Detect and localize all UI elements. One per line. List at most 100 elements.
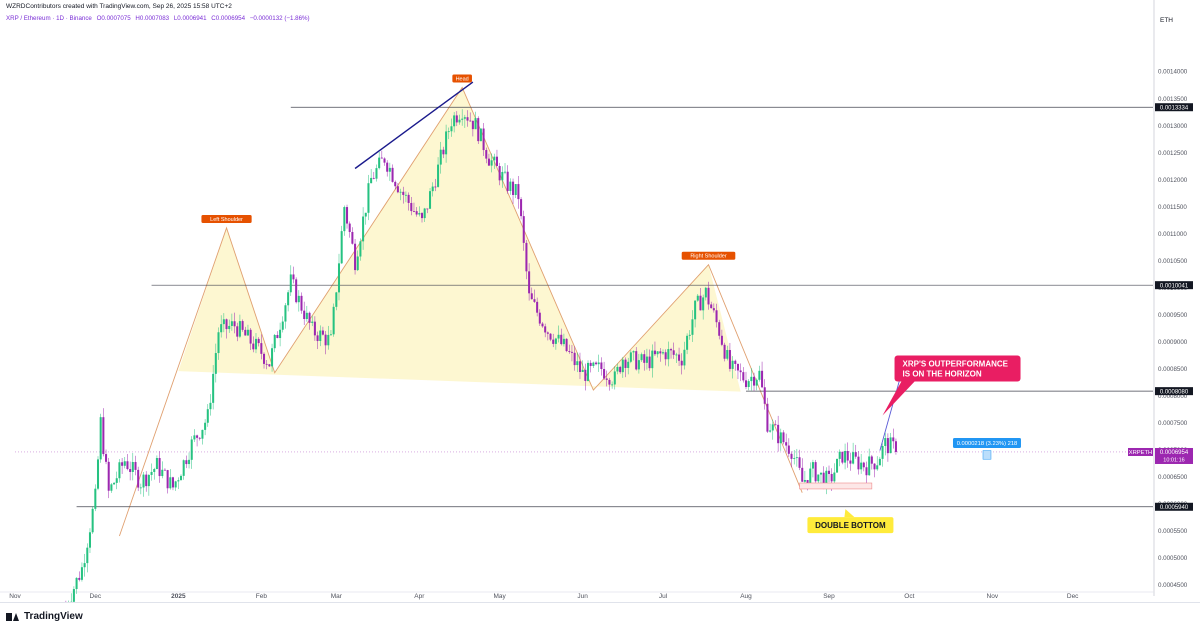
candle-body (191, 439, 193, 459)
candle-body (242, 321, 244, 330)
candle-body (670, 349, 672, 350)
bar-countdown-label: 10:01:16 (1163, 457, 1184, 463)
candle-body (598, 363, 600, 365)
candle-body (386, 163, 388, 172)
time-tick-label: Dec (1067, 593, 1079, 600)
candle (70, 593, 72, 602)
candle-body (742, 372, 744, 380)
candle-body (887, 438, 889, 453)
candle-body (196, 435, 198, 437)
candle-body (555, 339, 557, 344)
candle-body (515, 184, 517, 195)
candle-body (865, 467, 867, 475)
candle-body (579, 361, 581, 372)
candle-body (560, 335, 562, 344)
candle (785, 434, 787, 452)
candle-body (817, 475, 819, 482)
candle-body (392, 168, 394, 182)
candle-body (405, 195, 407, 196)
candle-body (183, 460, 185, 476)
time-tick-label: Sep (823, 593, 835, 600)
candle (857, 451, 859, 475)
candle-body (499, 166, 501, 180)
candle-body (533, 299, 535, 302)
candle-body (485, 150, 487, 159)
candle (121, 458, 123, 474)
candle-body (675, 355, 677, 356)
candle (282, 316, 284, 332)
candle-body (110, 484, 112, 490)
candle-body (563, 339, 565, 344)
candle-body (349, 224, 351, 232)
candle-body (97, 459, 99, 488)
candle-body (402, 192, 404, 195)
candle-body (592, 363, 594, 366)
candle-body (239, 321, 241, 337)
candle-body (351, 232, 353, 244)
candle (167, 470, 169, 494)
candle (820, 472, 822, 483)
candle-body (780, 432, 782, 443)
candle-body (614, 371, 616, 384)
candle (351, 227, 353, 244)
double-bottom-pointer (844, 509, 854, 517)
candle-body (276, 335, 278, 338)
candle (124, 457, 126, 468)
tradingview-logo-icon (6, 613, 20, 621)
candle-body (375, 168, 377, 179)
candle (367, 175, 369, 220)
candle-body (383, 158, 385, 162)
candle-body (550, 334, 552, 340)
candle-body (432, 187, 434, 192)
candle-body (306, 313, 308, 319)
candle (84, 554, 86, 577)
candle (507, 165, 509, 194)
candle-body (440, 150, 442, 165)
candle-body (772, 424, 774, 430)
candle-body (740, 370, 742, 372)
tradingview-logo[interactable]: TradingView (6, 611, 83, 622)
price-tick-label: 0.0009000 (1158, 339, 1188, 346)
candle (566, 338, 568, 352)
candle-body (167, 470, 169, 488)
candle-body (346, 207, 348, 224)
candle-body (766, 404, 768, 432)
candle (737, 363, 739, 379)
candle-body (796, 457, 798, 458)
candle (172, 477, 174, 490)
candle-body (748, 381, 750, 387)
measure-range (983, 451, 991, 460)
candle-body (381, 158, 383, 159)
candle-body (544, 326, 546, 332)
candle-body (159, 458, 161, 476)
candle (793, 450, 795, 464)
candle-body (126, 461, 128, 469)
candle (740, 363, 742, 381)
candle (879, 457, 881, 465)
price-tick-label: 0.0007500 (1158, 420, 1188, 427)
double-bottom-text: DOUBLE BOTTOM (815, 521, 886, 530)
time-tick-label: 2025 (171, 593, 186, 600)
candle-body (517, 184, 519, 199)
candle-body (437, 165, 439, 187)
price-chart[interactable]: 0.00045000.00050000.00055000.00060000.00… (0, 0, 1200, 602)
candle-body (504, 172, 506, 173)
candle-body (129, 469, 131, 472)
candle-body (852, 452, 854, 463)
candle-body (450, 126, 452, 131)
candle-body (574, 353, 576, 365)
candle-body (472, 121, 474, 129)
candle-body (335, 292, 337, 306)
candle (882, 443, 884, 466)
candle-body (769, 430, 771, 431)
candle-body (143, 475, 145, 488)
candle-body (442, 150, 444, 155)
candle-body (874, 464, 876, 470)
candle (145, 471, 147, 492)
candle (343, 206, 345, 236)
candle-body (815, 462, 817, 481)
candle-body (791, 454, 793, 459)
candle-body (847, 451, 849, 461)
candle-body (619, 367, 621, 372)
candle-body (552, 340, 554, 344)
